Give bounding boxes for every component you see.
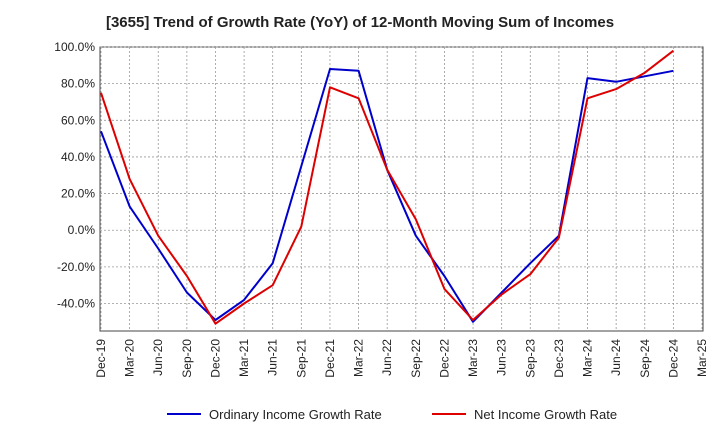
- legend-label-2: Net Income Growth Rate: [474, 407, 617, 422]
- x-tick-label: Mar-25: [695, 339, 709, 377]
- y-tick-label: -20.0%: [57, 260, 95, 274]
- x-axis-ticks: Dec-19 Mar-20 Jun-20 Sep-20 Dec-20 Mar-21 Jun-…: [94, 339, 709, 378]
- x-tick-label: Jun-23: [495, 339, 509, 376]
- legend-label-1: Ordinary Income Growth Rate: [209, 407, 382, 422]
- x-tick-label: Mar-22: [352, 339, 366, 377]
- x-tick-label: Jun-24: [609, 339, 623, 376]
- x-tick-label: Mar-20: [123, 339, 137, 377]
- x-tick-label: Mar-21: [237, 339, 251, 377]
- y-tick-label: -40.0%: [57, 297, 95, 311]
- y-tick-label: 80.0%: [61, 77, 95, 91]
- x-tick-label: Jun-22: [380, 339, 394, 376]
- x-tick-label: Dec-23: [552, 339, 566, 378]
- chart-title: [3655] Trend of Growth Rate (YoY) of 12-…: [105, 14, 615, 31]
- x-tick-label: Sep-22: [409, 339, 423, 378]
- y-tick-label: 100.0%: [54, 40, 95, 54]
- legend: Ordinary Income Growth Rate Net Income Gr…: [167, 407, 617, 422]
- x-tick-label: Mar-23: [466, 339, 480, 377]
- x-tick-label: Mar-24: [581, 339, 595, 377]
- y-tick-label: 40.0%: [61, 150, 95, 164]
- x-tick-label: Dec-21: [323, 339, 337, 378]
- x-tick-label: Jun-21: [266, 339, 280, 376]
- series-lines: [100, 49, 675, 325]
- y-tick-label: 20.0%: [61, 187, 95, 201]
- x-tick-label: Jun-20: [151, 339, 165, 376]
- y-tick-label: 60.0%: [61, 113, 95, 127]
- x-tick-label: Sep-24: [638, 339, 652, 378]
- series-line-2: [100, 49, 675, 325]
- x-tick-label: Dec-24: [666, 339, 680, 378]
- grid-lines: [100, 46, 703, 331]
- x-tick-label: Sep-20: [180, 339, 194, 378]
- y-axis-ticks: 100.0% 80.0% 60.0% 40.0% 20.0% 0.0% -20.0% -40.…: [54, 40, 95, 311]
- x-tick-label: Dec-19: [94, 339, 108, 378]
- x-tick-label: Dec-22: [437, 339, 451, 378]
- y-tick-label: 0.0%: [68, 223, 96, 237]
- x-tick-label: Sep-21: [294, 339, 308, 378]
- x-tick-label: Dec-20: [208, 339, 222, 378]
- x-tick-label: Sep-23: [523, 339, 537, 378]
